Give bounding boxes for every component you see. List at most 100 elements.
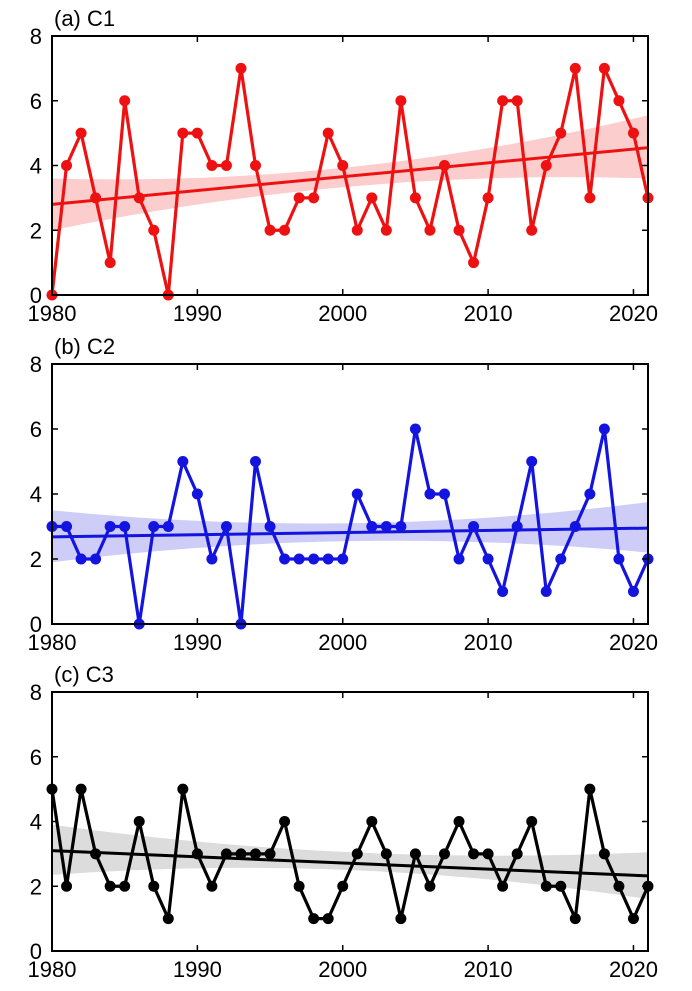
data-point xyxy=(438,160,450,171)
data-point xyxy=(308,553,320,565)
x-tick-label: 2020 xyxy=(609,301,658,326)
x-tick-label: 2000 xyxy=(318,630,367,655)
y-tick-label: 4 xyxy=(30,482,42,507)
data-point xyxy=(409,423,421,435)
data-point xyxy=(627,586,639,597)
data-point xyxy=(162,521,174,532)
data-point xyxy=(569,521,581,532)
data-point xyxy=(220,848,232,860)
data-point xyxy=(206,880,218,892)
x-tick-label: 2000 xyxy=(318,957,367,982)
data-point xyxy=(279,224,291,236)
data-point xyxy=(395,913,407,925)
data-point xyxy=(497,586,509,597)
data-point xyxy=(468,848,480,860)
data-point xyxy=(90,553,102,565)
data-point xyxy=(61,521,73,532)
y-tick-label: 0 xyxy=(30,612,42,637)
data-point xyxy=(177,783,189,795)
y-tick-label: 6 xyxy=(30,745,42,770)
data-point xyxy=(540,880,552,892)
data-point xyxy=(293,192,305,204)
y-tick-label: 8 xyxy=(30,680,42,705)
data-point xyxy=(468,257,480,269)
data-point xyxy=(555,880,567,892)
data-point xyxy=(351,848,363,860)
x-tick-label: 2010 xyxy=(464,957,513,982)
y-tick-label: 2 xyxy=(30,874,42,899)
data-point xyxy=(337,160,349,171)
series-line xyxy=(52,427,650,626)
x-tick-label: 1980 xyxy=(28,630,77,655)
data-point xyxy=(584,192,596,204)
data-point xyxy=(61,160,73,171)
data-point xyxy=(191,488,203,500)
data-point xyxy=(569,62,581,74)
x-tick-label: 2010 xyxy=(464,301,513,326)
data-point xyxy=(409,848,421,860)
data-point xyxy=(293,553,305,565)
data-point xyxy=(395,521,407,532)
data-point xyxy=(177,127,189,139)
data-point xyxy=(279,553,291,565)
data-point xyxy=(206,553,218,565)
data-point xyxy=(250,848,262,860)
data-point xyxy=(366,521,378,532)
data-point xyxy=(337,880,349,892)
data-point xyxy=(322,913,334,925)
x-tick-label: 2020 xyxy=(609,957,658,982)
x-tick-label: 1990 xyxy=(173,630,222,655)
data-point xyxy=(584,488,596,500)
data-point xyxy=(366,816,378,827)
data-point xyxy=(468,521,480,532)
data-point xyxy=(482,553,494,565)
data-point xyxy=(191,127,203,139)
y-tick-label: 8 xyxy=(30,352,42,377)
axes-frame xyxy=(51,363,649,625)
data-point xyxy=(75,553,87,565)
data-point xyxy=(613,880,625,892)
data-point xyxy=(220,521,232,532)
data-point xyxy=(627,913,639,925)
chart-panel-3: 1980 1990 2000 2010 2020 0 2 4 6 8 (c) C3 xyxy=(28,662,658,982)
data-point xyxy=(453,553,465,565)
data-point xyxy=(75,127,87,139)
data-point xyxy=(366,192,378,204)
data-point xyxy=(351,224,363,236)
data-point xyxy=(119,521,131,532)
x-tick-label: 1990 xyxy=(173,957,222,982)
data-point xyxy=(104,521,116,532)
data-point xyxy=(148,521,160,532)
data-point xyxy=(598,848,610,860)
data-point xyxy=(104,257,116,269)
data-point xyxy=(598,423,610,435)
data-point xyxy=(293,880,305,892)
data-point xyxy=(264,521,276,532)
data-point xyxy=(526,816,538,827)
data-point xyxy=(264,224,276,236)
data-point xyxy=(148,880,160,892)
data-point xyxy=(206,160,218,171)
trend-line xyxy=(51,849,649,878)
y-tick-label: 6 xyxy=(30,89,42,114)
chart-panel-2: 1980 1990 2000 2010 2020 0 2 4 6 8 (b) C2 xyxy=(28,334,658,655)
data-point xyxy=(264,848,276,860)
data-point xyxy=(511,521,523,532)
data-point xyxy=(322,553,334,565)
y-tick-label: 0 xyxy=(30,939,42,964)
data-point xyxy=(438,848,450,860)
data-point xyxy=(497,95,509,107)
x-tick-label: 2000 xyxy=(318,301,367,326)
data-point xyxy=(162,913,174,925)
data-point xyxy=(279,816,291,827)
x-tick-label: 1990 xyxy=(173,301,222,326)
chart-panel-1: 1980 1990 2000 2010 2020 0 2 4 6 8 (a) C1 xyxy=(28,6,658,326)
y-tick-label: 4 xyxy=(30,810,42,835)
data-point xyxy=(322,127,334,139)
y-tick-label: 6 xyxy=(30,417,42,442)
y-tick-label: 4 xyxy=(30,154,42,179)
data-point xyxy=(613,553,625,565)
data-point xyxy=(191,848,203,860)
data-point xyxy=(482,192,494,204)
